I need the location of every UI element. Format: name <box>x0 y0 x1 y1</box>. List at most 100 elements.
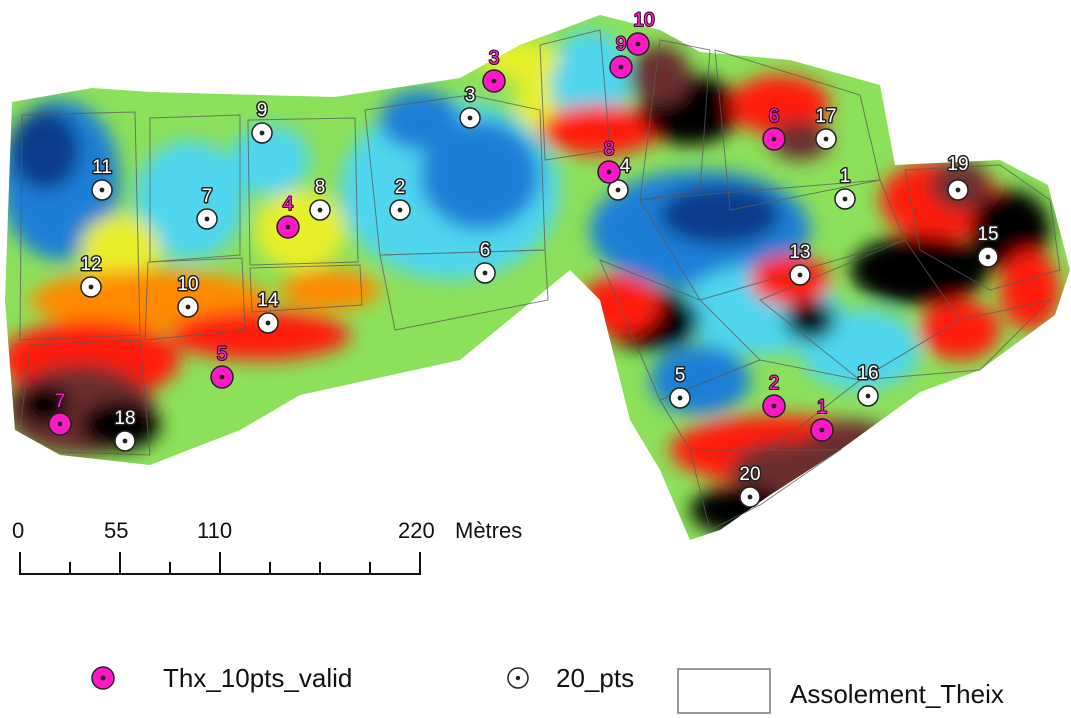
point-center-dot <box>771 403 777 409</box>
point-center-dot <box>865 393 871 399</box>
parcel-outlines <box>19 29 1061 531</box>
legend-valid-dot <box>100 675 106 681</box>
point-center-dot <box>397 207 403 213</box>
raster-patch <box>730 75 830 135</box>
sample-point-label: 4 <box>620 156 631 177</box>
parcel-outline <box>539 29 611 161</box>
sample-point-label: 15 <box>977 224 998 245</box>
sample-point-label: 18 <box>114 408 135 429</box>
legend-pts-label: 20_pts <box>556 663 634 693</box>
valid-point-label: 3 <box>489 48 500 69</box>
valid-point-label: 6 <box>769 106 780 127</box>
legend-valid-label: Thx_10pts_valid <box>163 663 352 693</box>
point-center-dot <box>122 438 128 444</box>
point-center-dot <box>265 320 271 326</box>
point-center-dot <box>618 64 624 70</box>
valid-point-label: 8 <box>604 139 615 160</box>
sample-point-label: 1 <box>840 166 851 187</box>
valid-point-label: 2 <box>769 373 780 394</box>
scale-label-220: 220 <box>398 518 435 543</box>
valid-point-label: 10 <box>633 10 654 31</box>
legend-parcel-symbol <box>677 668 771 714</box>
raster-patch <box>1000 250 1060 330</box>
point-center-dot <box>747 494 753 500</box>
raster-patch <box>785 300 835 340</box>
raster-patch <box>380 90 460 150</box>
point-center-dot <box>771 136 777 142</box>
scale-bar: 0 55 110 220 Mètres <box>12 518 522 575</box>
raster-patch <box>80 400 160 450</box>
raster-patch <box>580 275 660 335</box>
point-center-dot <box>955 187 961 193</box>
parcel-outline <box>859 299 1052 381</box>
sample-point-label: 10 <box>177 274 198 295</box>
valid-point-label: 1 <box>817 397 828 418</box>
sample-point-label: 3 <box>465 85 476 106</box>
parcel-outline <box>149 114 241 263</box>
raster-patch <box>80 215 160 285</box>
yield-raster <box>5 15 1070 540</box>
raster-patch <box>420 120 540 230</box>
sample-point-label: 6 <box>480 240 491 261</box>
parcel-outline <box>249 264 363 313</box>
point-center-dot <box>99 187 105 193</box>
raster-patch <box>770 120 830 160</box>
parcel-outline <box>364 94 546 256</box>
sample-point-label: 7 <box>202 186 213 207</box>
point-center-dot <box>219 374 225 380</box>
parcel-outline <box>659 359 862 451</box>
valid-point-label: 9 <box>616 34 627 55</box>
parcel-outline <box>689 449 842 531</box>
sample-point-label: 16 <box>857 363 878 384</box>
scale-label-55: 55 <box>104 518 128 543</box>
point-center-dot <box>467 115 473 121</box>
scale-unit-label: Mètres <box>455 518 522 543</box>
raster-patch <box>920 300 1000 360</box>
point-center-dot <box>204 216 210 222</box>
sample-point-label: 14 <box>257 290 279 311</box>
raster-patch <box>850 235 990 305</box>
point-center-dot <box>635 41 641 47</box>
legend-pts-dot <box>515 675 521 681</box>
point-center-dot <box>57 421 63 427</box>
point-center-dot <box>823 136 829 142</box>
parcel-outline <box>904 164 1061 291</box>
parcel-outline <box>379 249 549 331</box>
valid-point-label: 4 <box>283 194 294 215</box>
point-center-dot <box>259 130 265 136</box>
point-center-dot <box>606 169 612 175</box>
point-center-dot <box>482 270 488 276</box>
point-center-dot <box>88 284 94 290</box>
point-center-dot <box>677 395 683 401</box>
raster-patch <box>10 110 80 190</box>
valid-point-label: 5 <box>217 344 228 365</box>
parcel-outline <box>19 339 151 456</box>
parcel-outline <box>19 111 141 341</box>
raster-patch <box>630 45 690 105</box>
legend: Thx_10pts_valid 20_pts Assolement_Theix <box>91 663 1004 714</box>
raster-patch <box>550 30 630 130</box>
raster-patch <box>660 185 780 245</box>
point-center-dot <box>317 207 323 213</box>
point-center-dot <box>615 187 621 193</box>
point-center-dot <box>491 78 497 84</box>
legend-parcel-label: Assolement_Theix <box>790 679 1004 709</box>
sample-point-label: 12 <box>80 254 101 275</box>
sample-point-label: 2 <box>395 177 406 198</box>
sample-point-label: 19 <box>947 154 968 175</box>
point-center-dot <box>985 254 991 260</box>
sample-point-label: 9 <box>257 100 268 121</box>
point-center-dot <box>185 304 191 310</box>
sample-point-label: 8 <box>315 177 326 198</box>
parcel-outline <box>247 117 359 266</box>
sample-point-label: 13 <box>789 242 810 263</box>
raster-patch <box>135 140 245 260</box>
valid-point-label: 7 <box>55 391 66 412</box>
point-center-dot <box>797 272 803 278</box>
raster-patch <box>280 270 380 310</box>
raster-patch <box>170 310 350 360</box>
parcel-outline <box>639 39 711 201</box>
raster-patch <box>540 105 660 155</box>
